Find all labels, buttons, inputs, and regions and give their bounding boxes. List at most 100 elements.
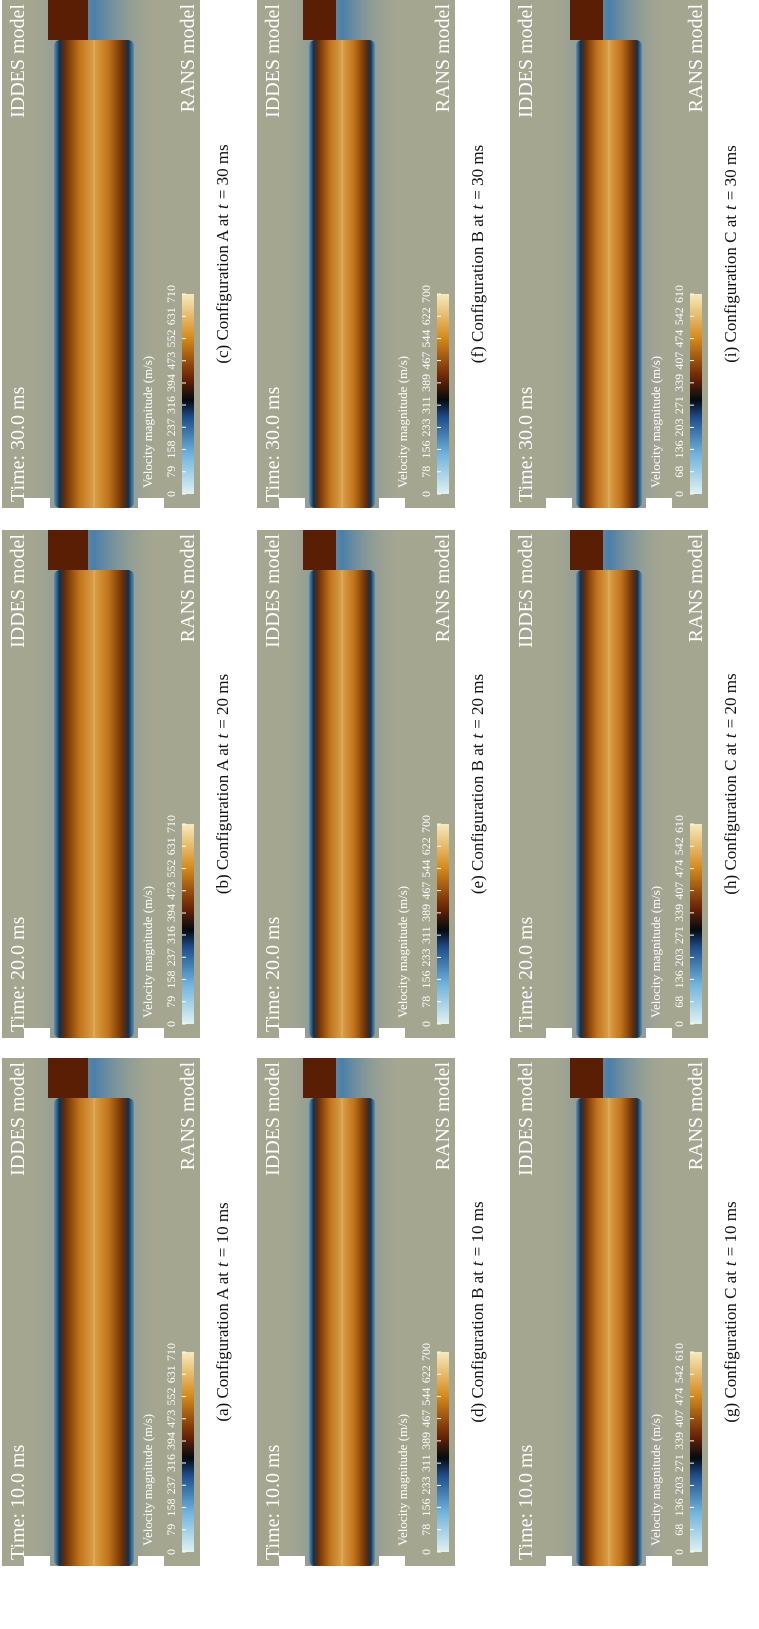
time-label: Time: 20.0 ms xyxy=(7,916,29,1032)
caption: (c) Configuration A att= 30 ms xyxy=(213,144,232,363)
colorbar xyxy=(690,294,702,494)
colorbar-tick-label: 237 xyxy=(164,948,178,966)
colorbar-tick-label: 700 xyxy=(419,285,433,303)
colorbar-tick-label: 271 xyxy=(672,1454,686,1472)
colorbar-tick-label: 0 xyxy=(164,491,178,497)
colorbar-tick-label: 78 xyxy=(419,1524,433,1536)
jet-tip xyxy=(570,0,603,40)
caption-variable: t xyxy=(721,732,740,738)
nozzle-wall xyxy=(138,1028,164,1038)
colorbar-tick-label: 136 xyxy=(672,1498,686,1516)
colorbar-title: Velocity magnitude (m/s) xyxy=(140,886,155,1018)
time-label: Time: 10.0 ms xyxy=(262,1444,284,1560)
colorbar-tick-label: 0 xyxy=(672,1549,686,1555)
colorbar-tick-label: 407 xyxy=(672,352,686,370)
colorbar-tick-label: 610 xyxy=(672,815,686,833)
nozzle-wall xyxy=(379,1028,405,1038)
caption-value: = 30 ms xyxy=(721,145,740,200)
bottom-model-label: RANS model xyxy=(177,534,199,643)
colorbar-tick-label: 610 xyxy=(672,285,686,303)
nozzle-wall xyxy=(546,498,572,508)
colorbar-tick-label: 158 xyxy=(164,1498,178,1516)
jet-tip xyxy=(570,1058,603,1098)
colorbar-tick-label: 542 xyxy=(672,1365,686,1383)
bottom-model-label: RANS model xyxy=(685,4,707,113)
colorbar-tick-label: 389 xyxy=(419,904,433,922)
colorbar-tick-label: 394 xyxy=(164,1432,178,1450)
colorbar-tick-label: 552 xyxy=(164,1388,178,1406)
nozzle-wall xyxy=(379,1556,405,1566)
colorbar-tick-label: 0 xyxy=(419,1549,433,1555)
nozzle-wall xyxy=(546,1556,572,1566)
colorbar xyxy=(690,1352,702,1552)
caption-value: = 30 ms xyxy=(213,144,232,199)
colorbar-tick-label: 622 xyxy=(419,307,433,325)
colorbar-tick-label: 0 xyxy=(419,1021,433,1027)
caption-value: = 20 ms xyxy=(468,674,487,729)
top-model-label: IDDES model xyxy=(515,1062,537,1176)
colorbar-tick-label: 156 xyxy=(419,1498,433,1516)
colorbar-tick-label: 407 xyxy=(672,1410,686,1428)
colorbar-title: Velocity magnitude (m/s) xyxy=(395,886,410,1018)
caption-variable: t xyxy=(213,1261,232,1267)
colorbar-tick-label: 622 xyxy=(419,837,433,855)
colorbar xyxy=(182,824,194,1024)
nozzle-wall xyxy=(138,1556,164,1566)
bottom-model-label: RANS model xyxy=(432,1062,454,1171)
caption: (i) Configuration C att= 30 ms xyxy=(721,145,740,362)
caption-label: (g) Configuration C at xyxy=(721,1271,740,1423)
colorbar xyxy=(437,1352,449,1552)
jet-tip xyxy=(303,1058,336,1098)
bottom-model-label: RANS model xyxy=(685,534,707,643)
caption-value: = 30 ms xyxy=(468,145,487,200)
colorbar-tick-label: 311 xyxy=(419,926,433,944)
caption-value: = 10 ms xyxy=(213,1202,232,1257)
top-model-label: IDDES model xyxy=(7,4,29,118)
panel: Time: 20.0 msIDDES modelRANS modelVeloci… xyxy=(510,530,740,1038)
caption-variable: t xyxy=(468,733,487,739)
colorbar xyxy=(182,294,194,494)
caption-label: (e) Configuration B at xyxy=(468,743,487,894)
colorbar-tick-label: 237 xyxy=(164,1476,178,1494)
time-label: Time: 30.0 ms xyxy=(7,386,29,502)
colorbar-tick-label: 473 xyxy=(164,352,178,370)
colorbar-tick-label: 389 xyxy=(419,1432,433,1450)
time-label: Time: 30.0 ms xyxy=(515,386,537,502)
colorbar-tick-label: 316 xyxy=(164,1454,178,1472)
colorbar-tick-label: 339 xyxy=(672,1432,686,1450)
panel: Time: 30.0 ms IDDES model RANS model Veloci… xyxy=(2,0,232,508)
colorbar-tick-label: 407 xyxy=(672,882,686,900)
colorbar-tick-label: 542 xyxy=(672,307,686,325)
top-model-label: IDDES model xyxy=(262,1062,284,1176)
nozzle-wall xyxy=(646,498,672,508)
colorbar-tick-label: 203 xyxy=(672,418,686,436)
colorbar-tick-label: 316 xyxy=(164,926,178,944)
top-model-label: IDDES model xyxy=(515,534,537,648)
colorbar-tick-label: 0 xyxy=(672,1021,686,1027)
colorbar-tick-label: 467 xyxy=(419,882,433,900)
colorbar-tick-label: 233 xyxy=(419,418,433,436)
caption: (a) Configuration A at t = 10 ms xyxy=(213,1202,232,1421)
colorbar-tick-label: 78 xyxy=(419,466,433,478)
jet-tip xyxy=(48,0,88,40)
caption-label: (b) Configuration A at xyxy=(213,743,232,894)
nozzle-wall xyxy=(646,1556,672,1566)
caption-label: (c) Configuration A at xyxy=(213,214,232,364)
colorbar-tick-label: 394 xyxy=(164,374,178,392)
colorbar-tick-label: 136 xyxy=(672,440,686,458)
colorbar-tick-label: 542 xyxy=(672,837,686,855)
colorbar-tick-label: 68 xyxy=(672,996,686,1008)
bottom-model-label: RANS model xyxy=(177,4,199,113)
caption-label: (h) Configuration C at xyxy=(721,743,740,895)
caption-label: (a) Configuration A at xyxy=(213,1272,232,1422)
time-label: Time: 20.0 ms xyxy=(262,916,284,1032)
colorbar-title: Velocity magnitude (m/s) xyxy=(140,356,155,488)
colorbar-tick-label: 271 xyxy=(672,926,686,944)
panel: Time: 10.0 msIDDES modelRANS modelVeloci… xyxy=(510,1058,740,1566)
caption-value: = 10 ms xyxy=(468,1201,487,1256)
jet-tip xyxy=(48,530,88,570)
colorbar-tick-label: 467 xyxy=(419,1410,433,1428)
colorbar-tick-label: 136 xyxy=(672,970,686,988)
jet-tip xyxy=(48,1058,88,1098)
